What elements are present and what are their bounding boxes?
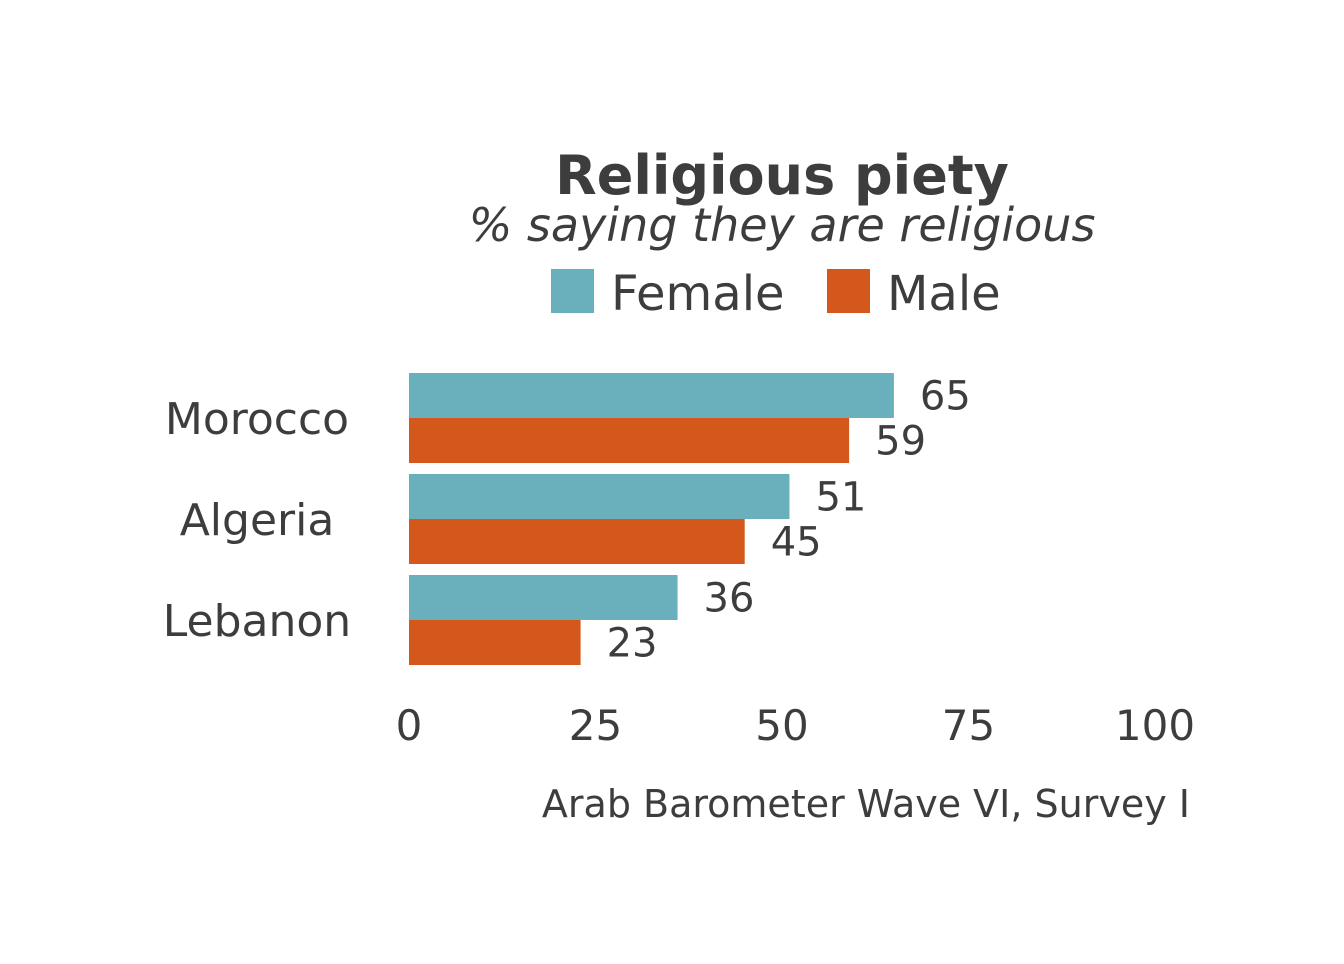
- bar-algeria-male: [409, 519, 745, 564]
- legend-label-female: Female: [611, 266, 785, 322]
- chart-subtitle: % saying they are religious: [469, 198, 1096, 252]
- category-label-morocco: Morocco: [165, 394, 349, 445]
- value-label-lebanon-male: 23: [607, 621, 658, 667]
- legend-swatch-female: [551, 269, 594, 313]
- category-labels: Morocco Algeria Lebanon: [163, 394, 351, 647]
- x-tick-label-100: 100: [1115, 701, 1195, 750]
- chart-title: Religious piety: [555, 144, 1009, 207]
- value-label-morocco-male: 59: [875, 419, 926, 465]
- bar-lebanon-female: [409, 575, 678, 620]
- chart-caption: Arab Barometer Wave VI, Survey I: [542, 782, 1190, 826]
- category-label-lebanon: Lebanon: [163, 596, 351, 647]
- legend-label-male: Male: [887, 266, 1001, 322]
- category-label-algeria: Algeria: [180, 495, 335, 546]
- x-tick-label-75: 75: [942, 701, 995, 750]
- bar-morocco-male: [409, 418, 850, 463]
- legend-swatch-male: [827, 269, 870, 313]
- value-label-algeria-female: 51: [815, 475, 866, 521]
- x-tick-label-25: 25: [569, 701, 622, 750]
- bar-algeria-female: [409, 474, 790, 519]
- value-label-morocco-female: 65: [920, 374, 971, 420]
- x-tick-label-0: 0: [396, 701, 423, 750]
- bar-lebanon-male: [409, 620, 581, 665]
- legend: Female Male: [551, 266, 1001, 322]
- x-axis-ticks: 0 25 50 75 100: [396, 701, 1195, 750]
- bar-morocco-female: [409, 373, 894, 418]
- value-label-lebanon-female: 36: [704, 576, 755, 622]
- value-label-algeria-male: 45: [771, 520, 822, 566]
- x-tick-label-50: 50: [755, 701, 808, 750]
